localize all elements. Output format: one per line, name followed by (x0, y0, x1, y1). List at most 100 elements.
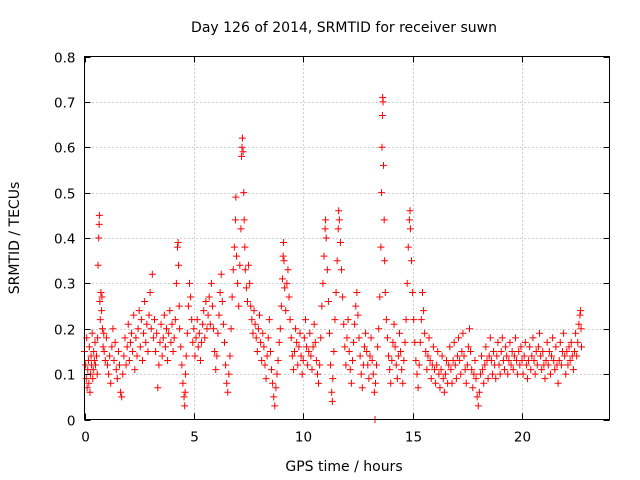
data-point (155, 361, 163, 369)
data-point (367, 334, 375, 342)
data-point (222, 361, 230, 369)
data-point (495, 361, 503, 369)
data-point (223, 379, 231, 387)
data-point (249, 329, 257, 337)
data-point (82, 375, 90, 383)
data-point (529, 334, 537, 342)
data-point (153, 329, 161, 337)
data-point (445, 361, 453, 369)
data-point (146, 288, 154, 296)
data-point (158, 352, 166, 360)
data-point (203, 325, 211, 333)
data-point (142, 338, 150, 346)
data-point (241, 266, 249, 274)
data-point (149, 334, 157, 342)
data-point (241, 243, 249, 251)
data-point (157, 320, 165, 328)
data-point (450, 338, 458, 346)
data-point (202, 298, 210, 306)
data-point (458, 347, 466, 355)
data-point (555, 357, 563, 365)
data-point (377, 243, 385, 251)
data-point (170, 334, 178, 342)
data-point (147, 325, 155, 333)
data-point (226, 352, 234, 360)
data-point (173, 243, 181, 251)
data-point (95, 211, 103, 219)
data-point (324, 298, 332, 306)
data-point (504, 370, 512, 378)
data-point (212, 366, 220, 374)
data-point (436, 384, 444, 392)
data-point (546, 370, 554, 378)
data-point (192, 334, 200, 342)
data-point (460, 352, 468, 360)
data-point (191, 352, 199, 360)
data-point (175, 261, 183, 269)
data-point (281, 284, 289, 292)
data-point (502, 343, 510, 351)
data-point (542, 357, 550, 365)
data-point (227, 325, 235, 333)
data-point (123, 343, 131, 351)
data-point (141, 298, 149, 306)
data-point (330, 347, 338, 355)
data-point (480, 379, 488, 387)
data-point (449, 357, 457, 365)
data-point (296, 329, 304, 337)
data-point (397, 347, 405, 355)
data-point (215, 311, 223, 319)
data-point (388, 357, 396, 365)
data-point (317, 334, 325, 342)
data-point (503, 352, 511, 360)
data-point (96, 298, 104, 306)
data-point (250, 307, 258, 315)
data-point (532, 347, 540, 355)
data-point (576, 311, 584, 319)
data-point (322, 234, 330, 242)
data-point (469, 384, 477, 392)
data-point (312, 357, 320, 365)
data-point (485, 352, 493, 360)
data-point (497, 347, 505, 355)
data-point (180, 393, 188, 401)
data-point (140, 329, 148, 337)
data-point (322, 216, 330, 224)
data-point (363, 347, 371, 355)
data-point (323, 266, 331, 274)
data-point (518, 357, 526, 365)
data-point (98, 307, 106, 315)
data-point (347, 379, 355, 387)
data-point (116, 361, 123, 369)
data-point (333, 257, 341, 265)
x-axis-title: GPS time / hours (285, 459, 402, 475)
data-point (475, 388, 483, 396)
data-point (390, 320, 398, 328)
data-point (135, 307, 143, 315)
data-point (254, 325, 262, 333)
data-point (186, 279, 193, 287)
data-point (132, 334, 140, 342)
data-point (416, 338, 424, 346)
data-point (470, 370, 478, 378)
data-point (562, 370, 570, 378)
data-point (501, 366, 508, 374)
data-point (379, 98, 387, 106)
data-point (354, 311, 362, 319)
data-point (279, 252, 287, 260)
data-point (94, 334, 102, 342)
data-point (557, 361, 565, 369)
data-point (100, 329, 108, 337)
data-point (523, 375, 531, 383)
data-point (536, 329, 543, 337)
data-point (117, 388, 125, 396)
data-point (396, 329, 403, 337)
data-point (164, 357, 172, 365)
data-point (221, 338, 228, 346)
data-point (238, 152, 246, 160)
data-point (415, 361, 423, 369)
data-point (574, 338, 582, 346)
data-point (352, 302, 360, 310)
y-tick-label: 0.2 (54, 323, 75, 339)
data-point (270, 393, 278, 401)
